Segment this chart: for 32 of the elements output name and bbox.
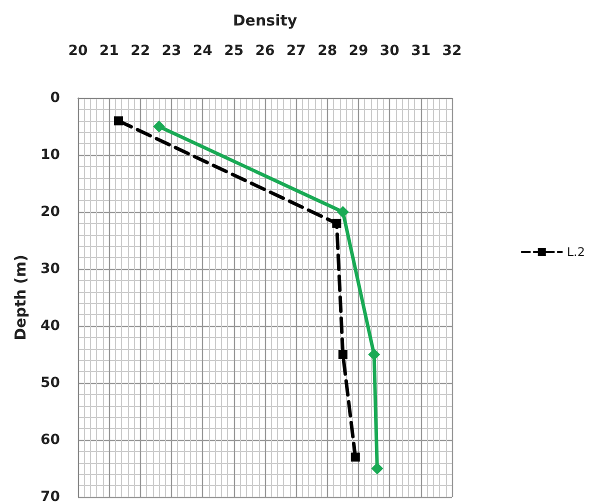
y-tick-label: 60 [40, 432, 60, 448]
y-tick-label: 50 [40, 375, 60, 391]
x-tick-label: 26 [255, 43, 275, 59]
x-tick-label: 31 [411, 43, 431, 59]
point [332, 218, 342, 228]
x-tick-label: 25 [224, 43, 244, 59]
point [153, 120, 166, 132]
point [368, 348, 380, 360]
x-tick-label: 21 [99, 43, 119, 59]
y-tick-label: 20 [40, 204, 60, 220]
point [350, 452, 360, 462]
y-tick-label: 10 [40, 147, 60, 163]
x-axis-title: Density [232, 12, 298, 30]
x-tick-label: 29 [348, 43, 368, 59]
y-axis-title: Depth (m) [12, 254, 30, 340]
y-tick-label: 70 [40, 489, 60, 504]
x-tick-label: 30 [380, 43, 400, 59]
y-tick-label: 0 [50, 90, 60, 106]
x-tick-label: 23 [162, 43, 182, 59]
point [371, 462, 384, 474]
point [338, 350, 348, 359]
x-tick-label: 22 [130, 43, 150, 59]
x-tick-label: 20 [68, 43, 88, 59]
x-tick-label: 24 [192, 43, 213, 59]
x-tick-label: 32 [442, 43, 462, 59]
y-tick-label: 40 [40, 318, 60, 334]
x-tick-label: 28 [318, 43, 338, 59]
y-tick-label: 30 [40, 261, 60, 277]
legend-label: L.2 [566, 245, 586, 259]
point [336, 206, 349, 218]
point [114, 116, 124, 126]
x-tick-label: 27 [286, 43, 306, 59]
